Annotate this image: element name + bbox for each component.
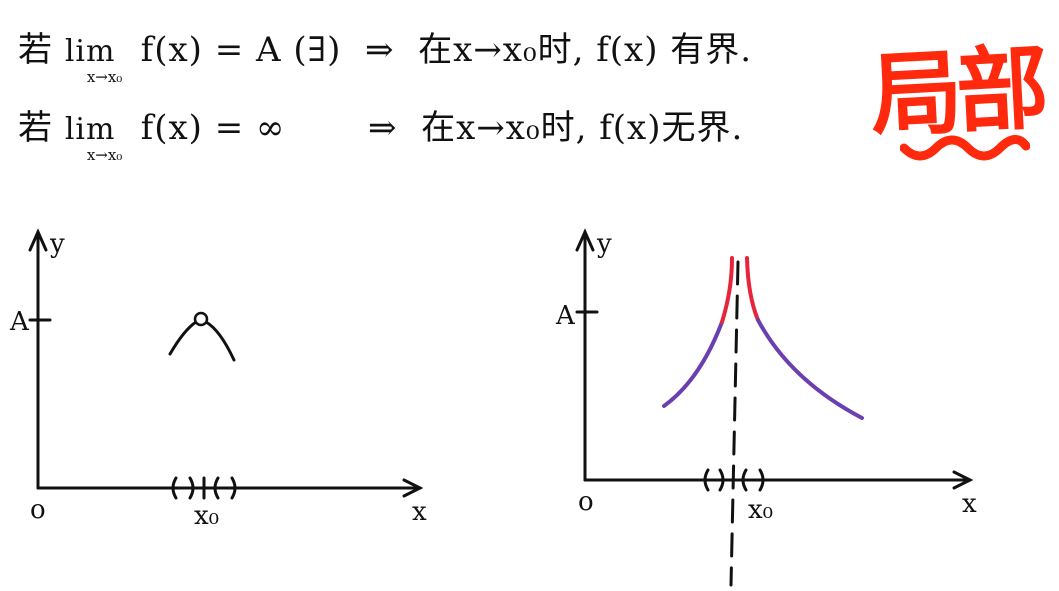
asymptote-dashed-line [729, 260, 740, 587]
right-paren-close-1 [718, 468, 725, 492]
right-curve-right-upper [745, 256, 760, 322]
left-paren-close-2 [230, 476, 237, 500]
left-paren-open-2 [213, 476, 220, 500]
right-x0-label: x₀ [748, 495, 773, 525]
implies-arrow: ⇒ [368, 108, 398, 148]
left-paren-close-1 [188, 476, 195, 500]
right-graph [575, 228, 974, 587]
left-y-label: y [49, 229, 65, 259]
left-x-arrowhead [402, 478, 424, 498]
left-paren-open-1 [171, 476, 178, 500]
statement-prefix: 若 [18, 30, 53, 70]
right-curve-left-lower [662, 320, 724, 408]
right-a-label: A [555, 301, 576, 331]
left-curve-left [168, 320, 198, 356]
statement-prefix: 若 [18, 108, 53, 148]
implies-arrow: ⇒ [364, 30, 395, 70]
conclusion-text: 在x→x₀时, f(x)无界. [421, 108, 744, 148]
right-y-arrowhead [575, 228, 595, 252]
right-curve-left-upper [720, 256, 734, 324]
left-graph [28, 228, 424, 500]
limit-subscript: x→x₀ [86, 146, 123, 164]
right-paren-open-2 [741, 468, 748, 492]
limit-operator: lim x→x₀ [64, 30, 129, 86]
limit-subscript: x→x₀ [86, 68, 123, 86]
right-curve-right-lower [756, 318, 864, 420]
limit-expression: f(x) = A (∃) [140, 30, 342, 70]
statement-line-2: 若 lim x→x₀ f(x) = ∞ ⇒ 在x→x₀时, f(x)无界. [18, 100, 744, 164]
left-curve-right [204, 320, 236, 362]
right-x-arrowhead [952, 470, 974, 490]
left-x0-label: x₀ [194, 501, 219, 531]
statement-line-1: 若 lim x→x₀ f(x) = A (∃) ⇒ 在x→x₀时, f(x) 有… [18, 22, 753, 86]
limit-word: lim [64, 112, 116, 147]
conclusion-text: 在x→x₀时, f(x) 有界. [418, 30, 753, 70]
limit-operator: lim x→x₀ [64, 108, 129, 164]
right-y-label: y [596, 229, 612, 259]
stamp-underline-wave [900, 135, 1030, 161]
right-origin-label: o [578, 487, 594, 517]
limit-expression: f(x) = ∞ [140, 108, 286, 148]
left-y-arrowhead [28, 228, 48, 252]
left-a-label: A [9, 307, 30, 337]
left-x-label: x [412, 497, 427, 527]
right-paren-open-1 [703, 468, 710, 492]
right-paren-close-2 [758, 468, 765, 492]
right-x-label: x [962, 489, 977, 519]
left-origin-label: o [30, 495, 46, 525]
limit-word: lim [64, 34, 116, 69]
left-hole-point [193, 311, 209, 327]
